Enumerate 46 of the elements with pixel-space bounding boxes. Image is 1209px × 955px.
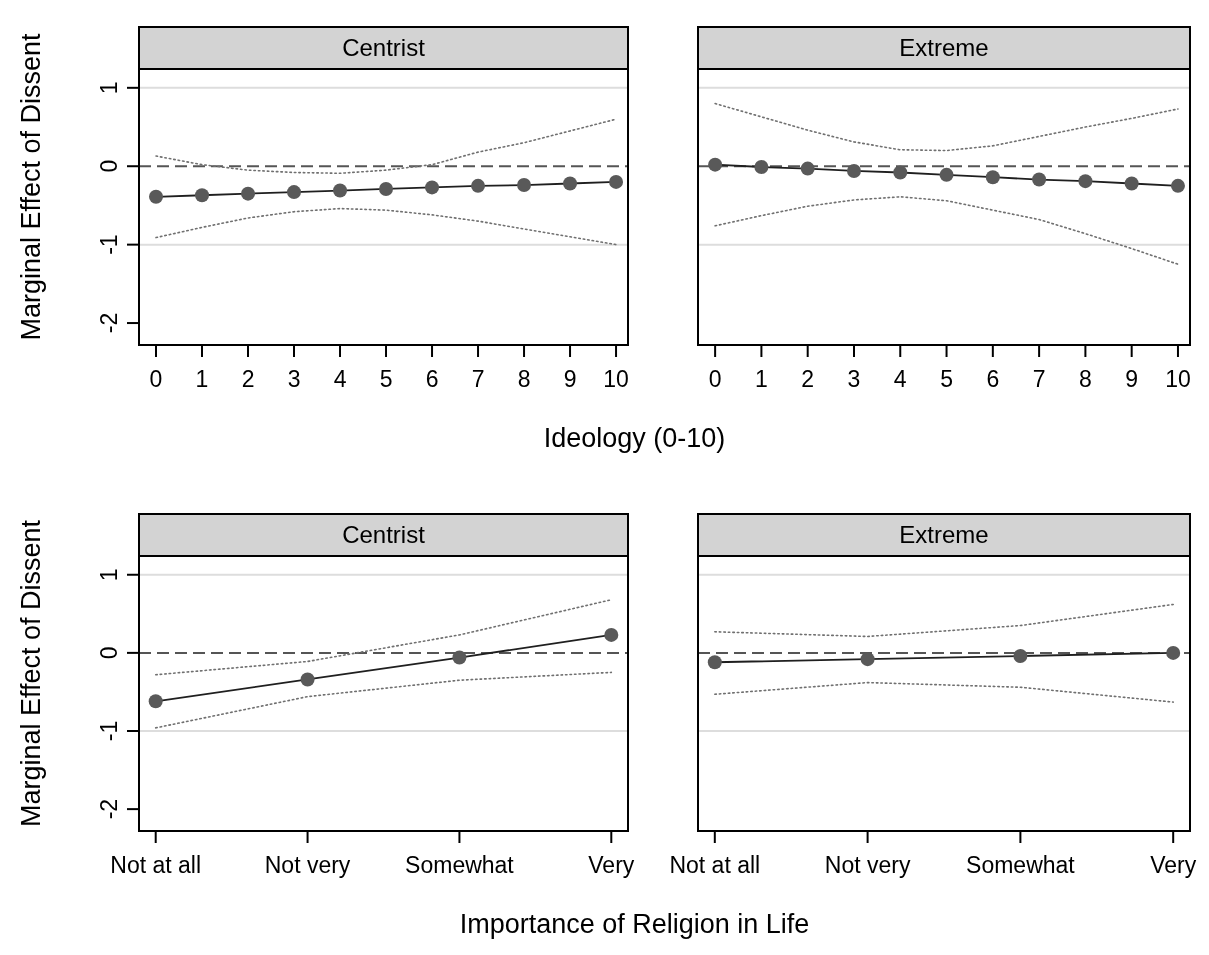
x-tick-label: Not at all [669,852,761,878]
x-tick-label: Somewhat [966,852,1076,878]
x-tick-label: 0 [149,366,163,392]
chart-title: Extreme [899,521,989,548]
x-axis-title: Ideology (0-10) [543,423,726,453]
x-tick-label: 8 [517,366,531,392]
x-tick-label: Somewhat [405,852,515,878]
x-tick-label: 3 [287,366,301,392]
x-tick-label: 6 [986,366,1000,392]
x-tick-label: 2 [241,366,255,392]
y-tick-label: -2 [96,312,122,334]
chart-title: Centrist [342,521,426,548]
x-tick-label: 5 [940,366,953,392]
y-axis-title: Marginal Effect of Dissent [16,519,46,828]
x-tick-label: 1 [195,366,209,392]
x-tick-label: 6 [425,366,439,392]
x-tick-label: 1 [755,366,768,392]
chart-title: Centrist [342,34,426,61]
x-tick-label: 9 [1125,366,1139,392]
x-tick-label: 4 [893,366,907,392]
x-tick-label: 4 [333,366,347,392]
y-tick-label: -1 [96,234,122,255]
x-tick-label: 3 [847,366,861,392]
y-tick-label: -1 [96,720,122,742]
y-tick-label: 0 [96,646,122,660]
y-tick-label: 1 [96,568,122,582]
y-tick-label: 0 [96,159,122,173]
x-tick-label: 2 [801,366,815,392]
x-tick-label: 7 [471,366,485,392]
x-tick-label: Not very [264,852,351,878]
x-tick-label: Very [1150,852,1197,878]
x-tick-label: Not at all [110,852,202,878]
x-axis-title: Importance of Religion in Life [459,909,810,939]
x-tick-label: Not very [824,852,911,878]
x-tick-label: 10 [603,366,629,392]
y-tick-label: 1 [96,81,122,95]
x-tick-label: 8 [1079,366,1092,392]
y-axis-title: Marginal Effect of Dissent [16,32,46,341]
x-tick-label: 5 [379,366,393,392]
x-tick-label: 9 [563,366,577,392]
x-tick-label: 10 [1165,366,1191,392]
x-tick-label: Very [588,852,635,878]
chart-title: Extreme [899,34,989,61]
y-tick-label: -2 [96,798,122,820]
x-tick-label: 7 [1032,366,1046,392]
x-tick-label: 0 [708,366,722,392]
